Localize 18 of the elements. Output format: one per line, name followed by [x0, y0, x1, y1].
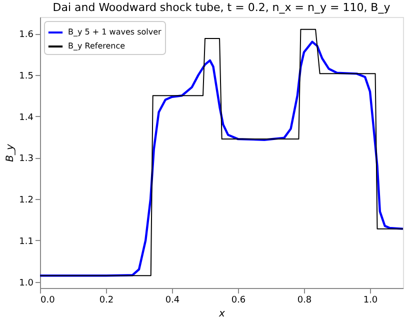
y-tick-label: 1.4 — [19, 112, 34, 123]
y-tick-label: 1.0 — [19, 278, 34, 288]
legend-label: B_y 5 + 1 waves solver — [68, 28, 162, 36]
y-tick-label: 1.3 — [19, 154, 34, 164]
x-tick-label: 0.0 — [40, 296, 56, 306]
y-tick-label: 1.5 — [19, 71, 34, 82]
x-tick-label: 1.0 — [363, 296, 378, 306]
y-tick-label: 1.6 — [19, 30, 34, 40]
y-tick-label: 1.1 — [19, 236, 34, 247]
x-tick-label: 0.8 — [297, 296, 312, 306]
x-axis-title: x — [218, 308, 226, 320]
x-tick-label: 0.2 — [99, 296, 114, 306]
x-tick-label: 0.4 — [165, 296, 180, 306]
legend-label: B_y Reference — [68, 42, 126, 50]
chart-title: Dai and Woodward shock tube, t = 0.2, n_x = n_y = 110, B_y — [52, 1, 391, 14]
x-tick-label: 0.6 — [231, 296, 246, 306]
y-tick-label: 1.2 — [19, 196, 34, 206]
y-axis-title: B_y — [5, 143, 16, 162]
